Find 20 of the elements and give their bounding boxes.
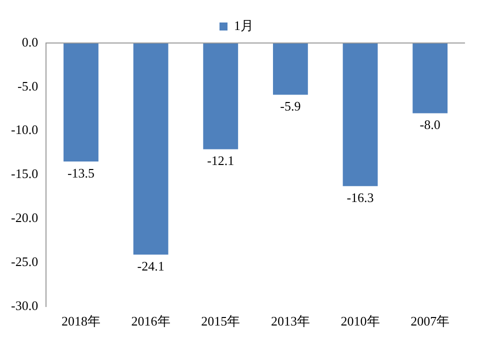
data-label: -12.1 bbox=[207, 153, 234, 168]
x-tick-label: 2007年 bbox=[410, 314, 450, 329]
x-tick-label: 2018年 bbox=[61, 314, 100, 329]
x-tick-label: 2016年 bbox=[131, 314, 170, 329]
data-label: -8.0 bbox=[420, 117, 440, 132]
legend-label: 1月 bbox=[234, 18, 254, 33]
data-label: -24.1 bbox=[137, 258, 164, 274]
y-tick-label: -15.0 bbox=[10, 166, 38, 182]
data-label: -5.9 bbox=[280, 98, 301, 114]
x-tick-label: 2010年 bbox=[340, 314, 380, 329]
x-tick-label: 2015年 bbox=[201, 314, 240, 329]
y-tick-label: -30.0 bbox=[10, 298, 38, 313]
data-label: -16.3 bbox=[346, 190, 374, 206]
y-tick-label: -10.0 bbox=[10, 122, 38, 138]
y-tick-label: -20.0 bbox=[10, 210, 38, 226]
y-tick-label: 0.0 bbox=[22, 34, 38, 50]
data-label: -13.5 bbox=[67, 165, 95, 180]
x-tick-label: 2013年 bbox=[270, 314, 310, 329]
y-tick-label: -25.0 bbox=[10, 254, 38, 269]
y-tick-label: -5.0 bbox=[17, 78, 38, 94]
